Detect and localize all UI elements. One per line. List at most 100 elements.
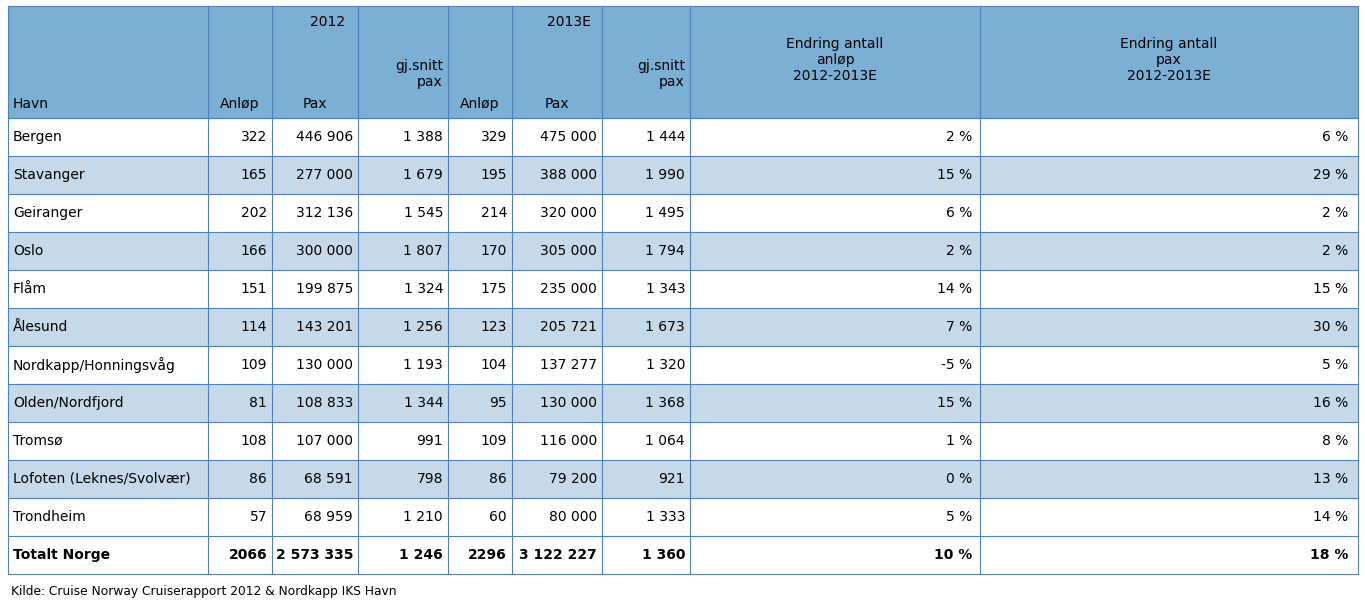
Bar	[8, 536, 1358, 574]
Text: 29 %: 29 %	[1313, 168, 1349, 182]
Text: 1 210: 1 210	[404, 510, 444, 524]
Text: 388 000: 388 000	[541, 168, 597, 182]
Text: 130 000: 130 000	[541, 396, 597, 410]
Text: 214: 214	[480, 206, 506, 220]
Text: 80 000: 80 000	[549, 510, 597, 524]
Text: 1 368: 1 368	[646, 396, 685, 410]
Text: 277 000: 277 000	[296, 168, 354, 182]
Text: 1 320: 1 320	[646, 358, 685, 372]
Text: 165: 165	[240, 168, 268, 182]
Text: 1 324: 1 324	[404, 282, 444, 296]
Text: Endring antall
anløp
2012-2013E: Endring antall anløp 2012-2013E	[786, 37, 883, 83]
Text: 109: 109	[480, 434, 506, 448]
Text: Geiranger: Geiranger	[14, 206, 82, 220]
Text: Trondheim: Trondheim	[14, 510, 86, 524]
Text: 1 333: 1 333	[646, 510, 685, 524]
Text: 1 360: 1 360	[642, 548, 685, 562]
Text: Tromsø: Tromsø	[14, 434, 63, 448]
Text: 199 875: 199 875	[296, 282, 354, 296]
Text: Ålesund: Ålesund	[14, 320, 68, 334]
Text: Anløp: Anløp	[460, 97, 500, 111]
Text: 15 %: 15 %	[1313, 282, 1349, 296]
Text: 312 136: 312 136	[296, 206, 354, 220]
Text: 130 000: 130 000	[296, 358, 354, 372]
Text: 6 %: 6 %	[1321, 130, 1349, 144]
Text: Flåm: Flåm	[14, 282, 46, 296]
Text: 15 %: 15 %	[936, 168, 972, 182]
Text: 5 %: 5 %	[946, 510, 972, 524]
Text: 5 %: 5 %	[1321, 358, 1349, 372]
Text: 114: 114	[240, 320, 268, 334]
Text: 14 %: 14 %	[1313, 510, 1349, 524]
Text: 235 000: 235 000	[541, 282, 597, 296]
Text: 108 833: 108 833	[296, 396, 354, 410]
Text: 108: 108	[240, 434, 268, 448]
Text: 2 %: 2 %	[1321, 206, 1349, 220]
Text: gj.snitt
pax: gj.snitt pax	[637, 59, 685, 89]
Bar	[8, 270, 1358, 308]
Text: 2012: 2012	[310, 15, 345, 29]
Text: 57: 57	[250, 510, 268, 524]
Text: Anløp: Anløp	[220, 97, 259, 111]
Text: Havn: Havn	[14, 97, 49, 111]
Text: 1 794: 1 794	[646, 244, 685, 258]
Text: Pax: Pax	[303, 97, 328, 111]
Text: 13 %: 13 %	[1313, 472, 1349, 486]
Text: Stavanger: Stavanger	[14, 168, 85, 182]
Text: 1 545: 1 545	[404, 206, 444, 220]
Text: 104: 104	[480, 358, 506, 372]
Text: Nordkapp/Honningsvåg: Nordkapp/Honningsvåg	[14, 357, 176, 373]
Text: 166: 166	[240, 244, 268, 258]
Text: 921: 921	[658, 472, 685, 486]
Text: 2 573 335: 2 573 335	[276, 548, 354, 562]
Text: 14 %: 14 %	[936, 282, 972, 296]
Text: Bergen: Bergen	[14, 130, 63, 144]
Text: 1 256: 1 256	[404, 320, 444, 334]
Bar	[8, 6, 1358, 118]
Text: 1 679: 1 679	[403, 168, 444, 182]
Text: 137 277: 137 277	[541, 358, 597, 372]
Text: 16 %: 16 %	[1313, 396, 1349, 410]
Text: 170: 170	[480, 244, 506, 258]
Text: 1 193: 1 193	[403, 358, 444, 372]
Text: 205 721: 205 721	[541, 320, 597, 334]
Text: 18 %: 18 %	[1309, 548, 1349, 562]
Text: 475 000: 475 000	[541, 130, 597, 144]
Text: 1 673: 1 673	[646, 320, 685, 334]
Text: 1 388: 1 388	[403, 130, 444, 144]
Text: Pax: Pax	[545, 97, 569, 111]
Text: 300 000: 300 000	[296, 244, 354, 258]
Text: 1 344: 1 344	[404, 396, 444, 410]
Text: 107 000: 107 000	[296, 434, 354, 448]
Text: 81: 81	[250, 396, 268, 410]
Text: 151: 151	[240, 282, 268, 296]
Text: 86: 86	[489, 472, 506, 486]
Text: 1 495: 1 495	[646, 206, 685, 220]
Text: 68 959: 68 959	[304, 510, 354, 524]
Text: 202: 202	[240, 206, 268, 220]
Text: 109: 109	[240, 358, 268, 372]
Text: Lofoten (Leknes/Svolvær): Lofoten (Leknes/Svolvær)	[14, 472, 191, 486]
Text: 2013E: 2013E	[547, 15, 591, 29]
Bar	[8, 118, 1358, 156]
Text: 1 444: 1 444	[646, 130, 685, 144]
Text: 2 %: 2 %	[946, 130, 972, 144]
Bar	[8, 498, 1358, 536]
Text: 95: 95	[490, 396, 506, 410]
Text: 2066: 2066	[228, 548, 268, 562]
Text: 86: 86	[250, 472, 268, 486]
Text: Kilde: Cruise Norway Cruiserapport 2012 & Nordkapp IKS Havn: Kilde: Cruise Norway Cruiserapport 2012 …	[11, 586, 396, 599]
Text: Endring antall
pax
2012-2013E: Endring antall pax 2012-2013E	[1121, 37, 1218, 83]
Text: 195: 195	[480, 168, 506, 182]
Text: 1 %: 1 %	[946, 434, 972, 448]
Text: 798: 798	[416, 472, 444, 486]
Text: 7 %: 7 %	[946, 320, 972, 334]
Bar	[8, 346, 1358, 384]
Bar	[8, 422, 1358, 460]
Bar	[8, 308, 1358, 346]
Text: 68 591: 68 591	[304, 472, 354, 486]
Text: 1 807: 1 807	[404, 244, 444, 258]
Text: 15 %: 15 %	[936, 396, 972, 410]
Text: 320 000: 320 000	[541, 206, 597, 220]
Text: 2296: 2296	[468, 548, 506, 562]
